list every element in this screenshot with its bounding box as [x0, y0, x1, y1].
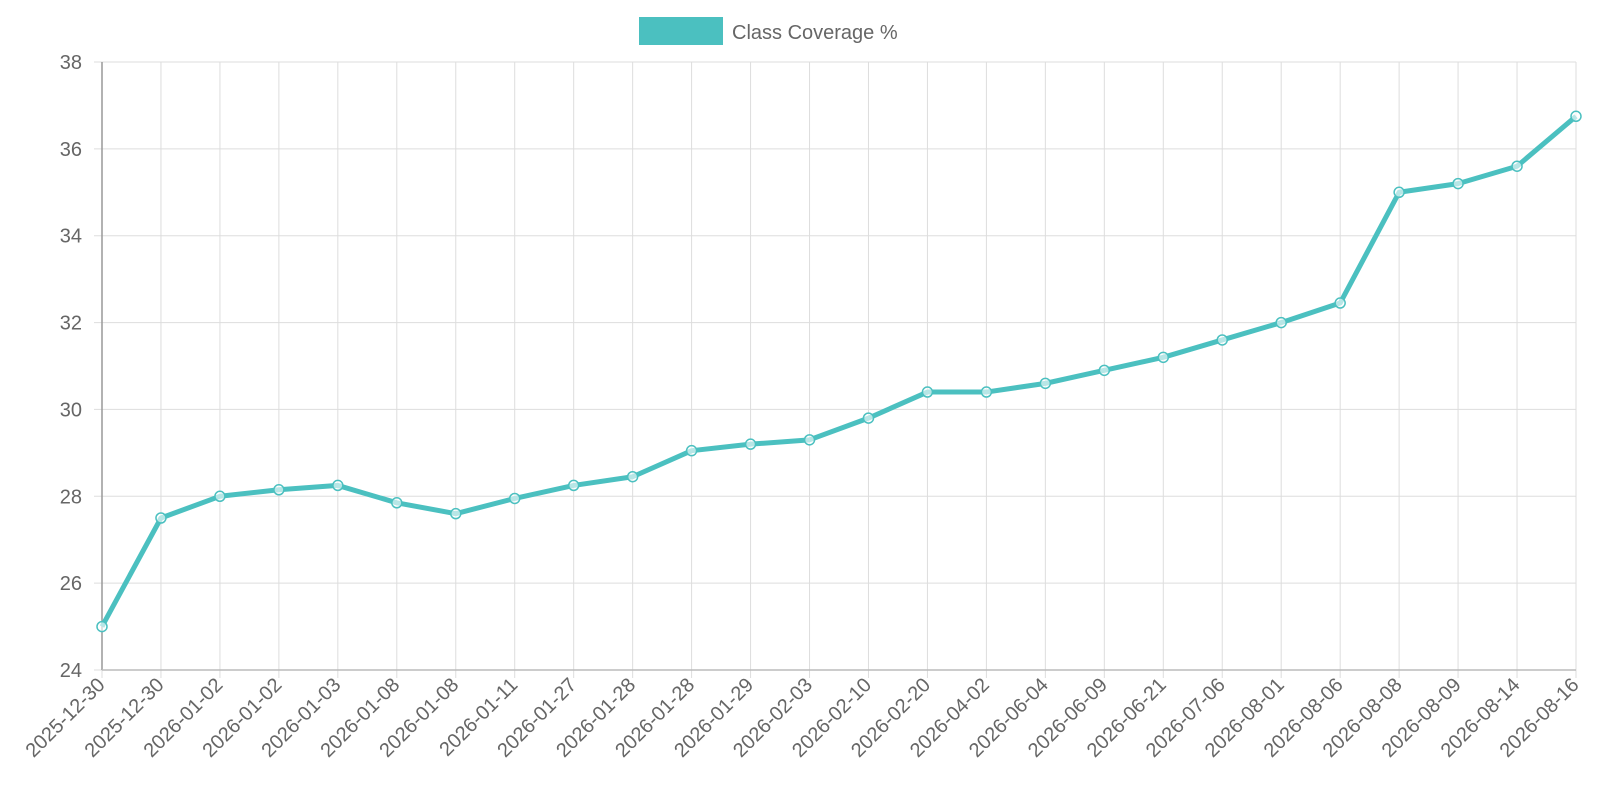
- data-point: [744, 438, 757, 450]
- data-point: [1098, 364, 1111, 377]
- data-point: [1334, 297, 1346, 309]
- data-point: [980, 386, 993, 398]
- y-tick-label: 32: [60, 313, 82, 335]
- y-tick-label: 26: [60, 573, 82, 595]
- data-point: [626, 470, 639, 483]
- data-point: [1393, 186, 1405, 199]
- data-point: [1511, 160, 1523, 172]
- y-tick-label: 30: [60, 399, 82, 421]
- series-line: [99, 114, 1578, 628]
- legend-label: Class Coverage %: [732, 22, 898, 44]
- data-point: [921, 386, 934, 398]
- data-point: [862, 412, 875, 424]
- y-tick-label: 24: [60, 660, 82, 682]
- legend-swatch: [639, 17, 723, 45]
- data-point: [96, 620, 108, 633]
- data-point: [567, 479, 580, 492]
- data-point: [1275, 316, 1287, 329]
- data-point: [685, 444, 698, 457]
- data-point: [1157, 351, 1170, 364]
- data-point: [391, 497, 403, 509]
- data-point: [508, 492, 521, 505]
- data-point: [155, 512, 167, 524]
- data-point: [1452, 177, 1464, 190]
- y-tick-label: 38: [60, 52, 82, 74]
- data-point: [1039, 377, 1052, 390]
- y-tick-label: 28: [60, 486, 82, 508]
- data-point: [214, 490, 226, 503]
- y-tick-label: 36: [60, 139, 82, 161]
- data-point: [803, 434, 816, 446]
- data-point: [332, 479, 344, 492]
- data-point: [1216, 334, 1228, 346]
- data-point: [1570, 110, 1582, 123]
- y-tick-label: 34: [60, 226, 82, 248]
- data-point: [450, 507, 462, 520]
- data-point: [273, 484, 285, 496]
